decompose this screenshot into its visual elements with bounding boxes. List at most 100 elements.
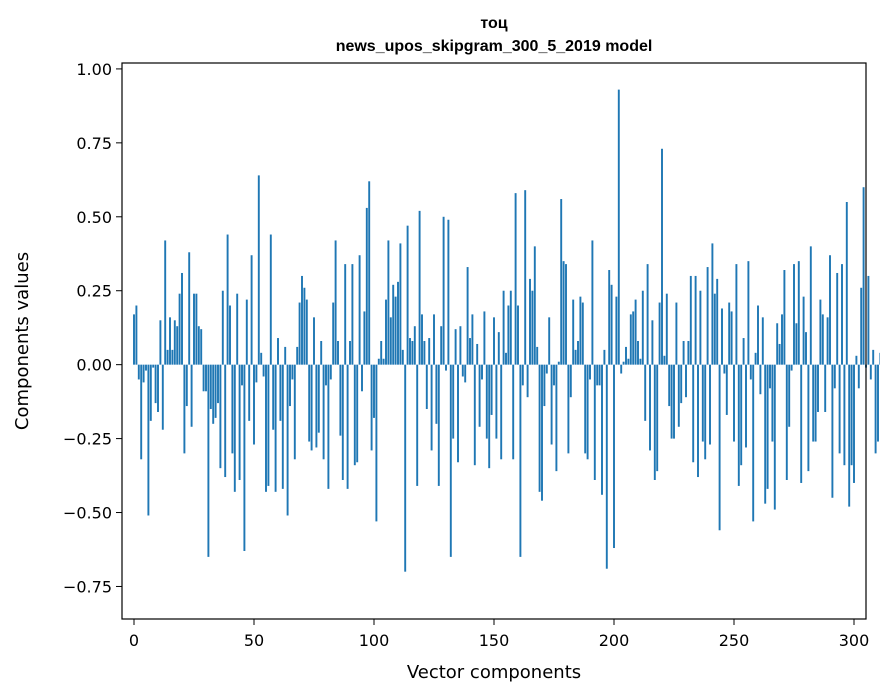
- bar-component-43: [236, 293, 239, 365]
- bar-component-105: [385, 299, 387, 365]
- bar-component-172: [545, 364, 548, 374]
- bar-component-291: [831, 364, 834, 498]
- bar-component-283: [812, 364, 815, 442]
- bar-component-261: [759, 364, 762, 395]
- bar-component-308: [872, 349, 875, 365]
- bar-component-51: [255, 364, 258, 383]
- y-tick-label: −0.75: [63, 577, 112, 596]
- bar-component-228: [680, 364, 683, 404]
- bar-component-141: [471, 314, 474, 365]
- bar-component-221: [663, 355, 666, 365]
- bar-component-53: [260, 352, 263, 365]
- bar-component-124: [430, 364, 433, 451]
- bar-component-250: [733, 364, 735, 442]
- bar-component-59: [274, 364, 277, 492]
- bar-component-67: [293, 364, 296, 460]
- bar-component-97: [365, 207, 368, 365]
- bar-component-180: [565, 264, 567, 365]
- bar-component-185: [577, 341, 579, 365]
- bar-component-153: [500, 364, 503, 460]
- bar-component-213: [644, 364, 647, 421]
- bar-component-245: [721, 308, 723, 365]
- bar-component-162: [521, 364, 524, 386]
- bar-component-236: [699, 290, 702, 365]
- bar-component-34: [214, 364, 217, 418]
- bar-component-307: [869, 364, 872, 380]
- bar-component-207: [629, 314, 632, 365]
- bar-component-287: [821, 314, 824, 365]
- y-tick-label: 0.75: [76, 134, 112, 153]
- bar-component-102: [377, 358, 380, 365]
- bar-component-38: [224, 364, 227, 478]
- bar-component-278: [800, 364, 803, 483]
- bar-component-267: [773, 364, 776, 510]
- bar-component-263: [764, 364, 767, 504]
- bar-component-271: [783, 270, 786, 365]
- y-tick-label: 0.50: [76, 208, 112, 227]
- bar-component-77: [317, 364, 320, 433]
- bar-component-73: [308, 364, 311, 442]
- bar-component-91: [351, 264, 354, 365]
- bar-component-35: [217, 364, 219, 404]
- bar-component-48: [248, 364, 251, 421]
- bar-component-152: [497, 332, 500, 365]
- bar-component-50: [253, 364, 255, 445]
- bar-component-296: [843, 364, 846, 466]
- bar-component-12: [161, 364, 164, 430]
- bar-component-98: [368, 181, 371, 365]
- bar-component-299: [850, 364, 853, 466]
- bar-component-178: [560, 199, 563, 365]
- bar-component-280: [805, 332, 807, 365]
- bar-component-63: [284, 346, 287, 365]
- bar-component-24: [190, 364, 193, 427]
- bar-component-219: [658, 302, 661, 365]
- bar-component-208: [632, 311, 635, 365]
- x-tick-label: 250: [719, 631, 750, 650]
- bar-component-186: [579, 296, 582, 365]
- bar-component-175: [553, 364, 555, 386]
- bar-component-216: [651, 320, 654, 365]
- x-tick-label: 300: [839, 631, 870, 650]
- bar-component-159: [514, 193, 517, 365]
- bar-component-16: [171, 349, 174, 365]
- bar-component-115: [409, 338, 411, 365]
- bar-component-20: [181, 272, 183, 365]
- bar-component-119: [418, 210, 421, 365]
- bar-component-39: [226, 234, 229, 365]
- bar-component-68: [296, 346, 299, 365]
- bar-component-174: [550, 364, 553, 445]
- bar-component-310: [877, 364, 879, 442]
- bar-component-171: [543, 364, 546, 407]
- bar-component-195: [601, 364, 603, 495]
- bar-component-136: [459, 326, 462, 365]
- bar-component-146: [483, 311, 486, 365]
- bar-component-258: [752, 364, 755, 522]
- bar-component-177: [557, 361, 560, 365]
- bar-component-83: [332, 302, 335, 365]
- bar-component-70: [301, 275, 303, 365]
- bar-component-8: [152, 364, 155, 368]
- x-axis-label: Vector components: [407, 662, 581, 683]
- bar-component-231: [687, 341, 690, 365]
- bar-component-88: [344, 264, 347, 365]
- x-tick-label: 0: [129, 631, 139, 650]
- bar-component-166: [531, 290, 534, 365]
- bar-component-206: [627, 358, 630, 365]
- bar-component-170: [541, 364, 543, 501]
- bar-component-309: [874, 364, 877, 454]
- bar-component-117: [413, 326, 416, 365]
- bar-component-148: [488, 364, 491, 469]
- bar-component-158: [512, 364, 515, 460]
- bar-component-265: [769, 364, 771, 389]
- bar-component-132: [449, 364, 452, 557]
- x-tick-label: 150: [479, 631, 510, 650]
- bar-component-202: [617, 89, 620, 365]
- bar-component-126: [435, 364, 438, 424]
- bar-component-57: [269, 234, 272, 365]
- bar-component-194: [598, 364, 601, 386]
- bar-component-143: [476, 343, 479, 365]
- bar-component-255: [745, 364, 747, 448]
- bar-component-233: [692, 364, 695, 463]
- bar-component-25: [193, 293, 195, 365]
- bar-component-84: [334, 240, 337, 365]
